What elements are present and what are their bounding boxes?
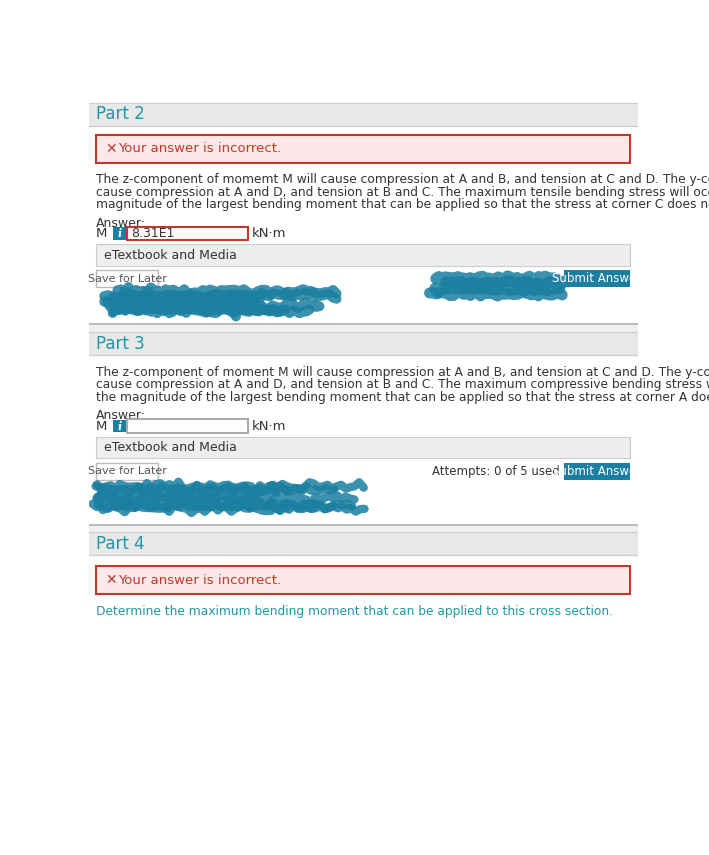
FancyBboxPatch shape xyxy=(96,270,158,287)
Text: The z-component of moment M will cause compression at A and B, and tension at C : The z-component of moment M will cause c… xyxy=(96,366,709,379)
Text: kN·m: kN·m xyxy=(252,227,286,240)
Text: i: i xyxy=(118,228,122,239)
FancyBboxPatch shape xyxy=(564,270,630,287)
FancyBboxPatch shape xyxy=(96,245,630,266)
FancyBboxPatch shape xyxy=(96,566,630,594)
Text: Attempts: 0 of 5 used: Attempts: 0 of 5 used xyxy=(432,465,560,478)
FancyBboxPatch shape xyxy=(89,126,638,380)
FancyBboxPatch shape xyxy=(96,135,630,162)
FancyBboxPatch shape xyxy=(96,437,630,458)
FancyBboxPatch shape xyxy=(564,463,630,480)
Text: cause compression at A and D, and tension at B and C. The maximum compressive be: cause compression at A and D, and tensio… xyxy=(96,378,709,392)
FancyBboxPatch shape xyxy=(96,463,158,480)
Text: Save for Later: Save for Later xyxy=(88,467,167,476)
FancyBboxPatch shape xyxy=(89,533,638,556)
Text: eTextbook and Media: eTextbook and Media xyxy=(104,441,237,454)
FancyBboxPatch shape xyxy=(89,324,638,332)
Text: cause compression at A and D, and tension at B and C. The maximum tensile bendin: cause compression at A and D, and tensio… xyxy=(96,186,709,198)
Text: eTextbook and Media: eTextbook and Media xyxy=(104,249,237,262)
FancyBboxPatch shape xyxy=(89,525,638,533)
Text: Your answer is incorrect.: Your answer is incorrect. xyxy=(118,142,281,156)
FancyBboxPatch shape xyxy=(113,420,125,432)
Text: Your answer is incorrect.: Your answer is incorrect. xyxy=(118,574,281,587)
Text: M =: M = xyxy=(96,420,123,433)
Text: Submit Answer: Submit Answer xyxy=(552,465,642,478)
Text: the magnitude of the largest bending moment that can be applied so that the stre: the magnitude of the largest bending mom… xyxy=(96,391,709,404)
FancyBboxPatch shape xyxy=(113,227,125,239)
Text: magnitude of the largest bending moment that can be applied so that the stress a: magnitude of the largest bending moment … xyxy=(96,198,709,211)
FancyBboxPatch shape xyxy=(89,103,638,126)
FancyBboxPatch shape xyxy=(128,227,247,240)
Text: Save for Later: Save for Later xyxy=(88,274,167,284)
Text: The z-component of momemt M will cause compression at A and B, and tension at C : The z-component of momemt M will cause c… xyxy=(96,174,709,186)
Text: i: i xyxy=(118,421,122,432)
FancyBboxPatch shape xyxy=(89,556,638,710)
Text: M =: M = xyxy=(96,227,123,240)
Text: Determine the maximum bending moment that can be applied to this cross section.: Determine the maximum bending moment tha… xyxy=(96,604,613,617)
Text: kN·m: kN·m xyxy=(252,420,286,433)
Text: ✕: ✕ xyxy=(106,573,117,587)
Text: Submit Answer: Submit Answer xyxy=(552,273,642,286)
Text: Answer:: Answer: xyxy=(96,216,146,229)
Text: ✕: ✕ xyxy=(106,142,117,156)
Text: Part 3: Part 3 xyxy=(96,334,145,352)
Text: 8.31E1: 8.31E1 xyxy=(131,227,174,240)
Text: Answer:: Answer: xyxy=(96,409,146,422)
Text: Part 4: Part 4 xyxy=(96,535,145,553)
FancyBboxPatch shape xyxy=(89,355,638,602)
FancyBboxPatch shape xyxy=(128,419,247,433)
FancyBboxPatch shape xyxy=(89,332,638,355)
Text: Part 2: Part 2 xyxy=(96,105,145,123)
